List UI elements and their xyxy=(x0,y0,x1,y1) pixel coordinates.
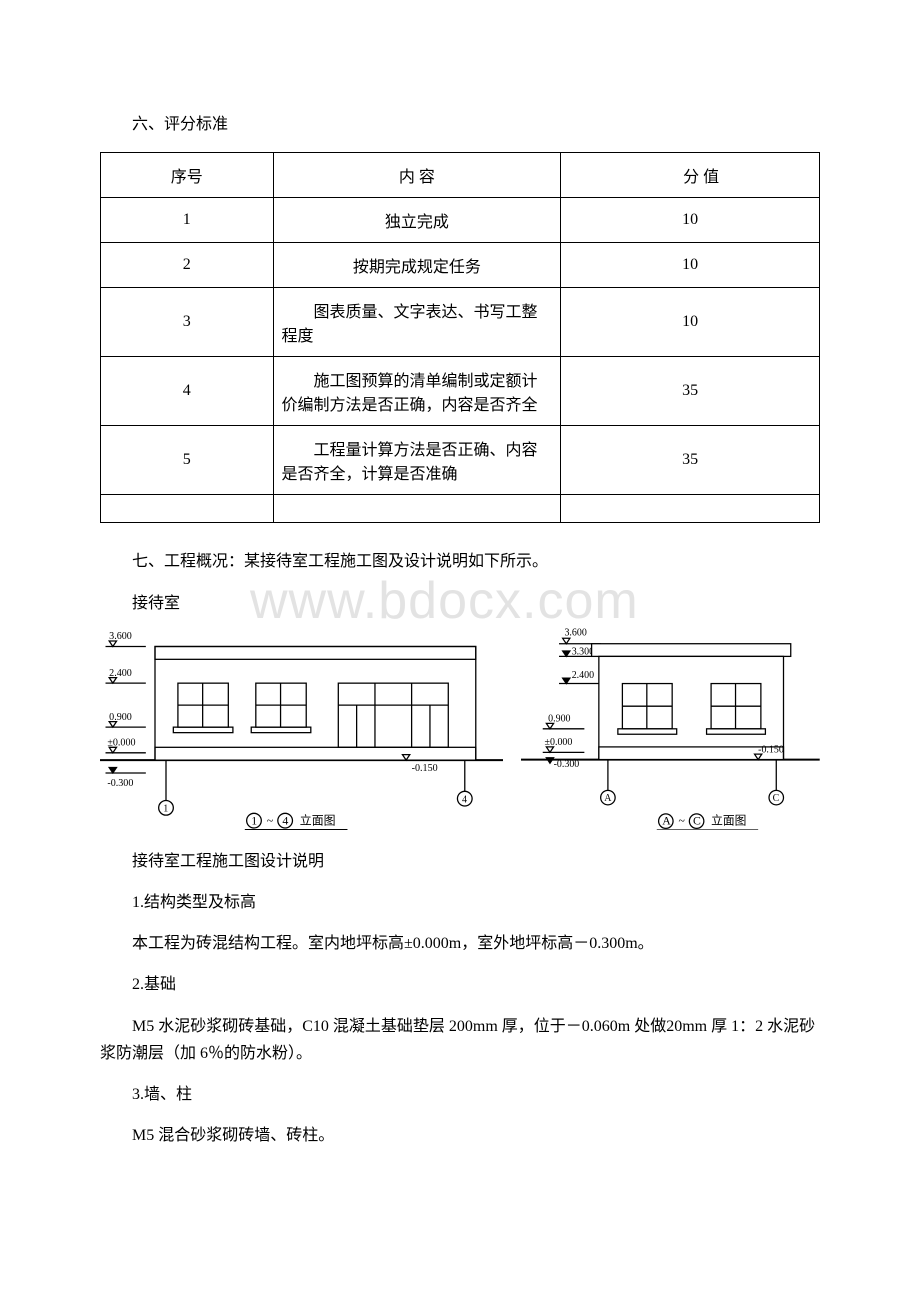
drawing-label: 接待室 xyxy=(100,589,820,613)
table-header-row: 序号 内 容 分 值 xyxy=(101,153,820,198)
cell-seq: 5 xyxy=(101,426,274,495)
grid-mark: 1 xyxy=(163,803,168,814)
col-seq-header: 序号 xyxy=(101,153,274,198)
cell-seq: 1 xyxy=(101,198,274,243)
table-row: 1 独立完成 10 xyxy=(101,198,820,243)
cell-seq: 2 xyxy=(101,243,274,288)
svg-text:1: 1 xyxy=(251,813,257,827)
section-2-text: M5 水泥砂浆砌砖基础，C10 混凝土基础垫层 200mm 厚，位于－0.060… xyxy=(100,1013,820,1067)
drawing-area: www.bdocx.com 接待室 3.600 2.400 0.900 ±0.0… xyxy=(100,589,820,830)
grading-heading: 六、评分标准 xyxy=(100,110,820,134)
section-1-heading: 1.结构类型及标高 xyxy=(100,889,820,916)
cell-content: 独立完成 xyxy=(273,198,561,243)
col-score-header: 分 值 xyxy=(561,153,820,198)
level-text: -0.150 xyxy=(758,744,784,755)
level-text: 2.400 xyxy=(572,670,594,681)
level-text: 0.900 xyxy=(548,713,570,724)
cell-seq: 3 xyxy=(101,288,274,357)
level-text: ±0.000 xyxy=(545,737,573,748)
level-text: ±0.000 xyxy=(107,737,135,748)
cell-empty xyxy=(101,495,274,523)
table-row: 4 施工图预算的清单编制或定额计价编制方法是否正确，内容是否齐全 35 xyxy=(101,357,820,426)
cell-content: 施工图预算的清单编制或定额计价编制方法是否正确，内容是否齐全 xyxy=(273,357,561,426)
cell-content: 工程量计算方法是否正确、内容是否齐全，计算是否准确 xyxy=(273,426,561,495)
cell-seq: 4 xyxy=(101,357,274,426)
cell-score: 10 xyxy=(561,198,820,243)
cell-score: 35 xyxy=(561,426,820,495)
grid-mark: A xyxy=(605,793,613,804)
level-text: 3.600 xyxy=(565,627,587,638)
cell-score: 35 xyxy=(561,357,820,426)
section-1-text: 本工程为砖混结构工程。室内地坪标高±0.000m，室外地坪标高－0.300m。 xyxy=(100,930,820,957)
cell-score: 10 xyxy=(561,243,820,288)
front-elevation-svg: 3.600 2.400 0.900 ±0.000 -0.300 xyxy=(100,619,503,830)
col-content-header: 内 容 xyxy=(273,153,561,198)
level-text: 3.300 xyxy=(572,646,594,657)
level-text: -0.300 xyxy=(107,778,133,789)
cell-content: 按期完成规定任务 xyxy=(273,243,561,288)
front-elevation: 3.600 2.400 0.900 ±0.000 -0.300 xyxy=(100,619,503,830)
cell-content: 图表质量、文字表达、书写工整程度 xyxy=(273,288,561,357)
section-2-heading: 2.基础 xyxy=(100,971,820,998)
design-notes-title: 接待室工程施工图设计说明 xyxy=(100,848,820,875)
cell-score: 10 xyxy=(561,288,820,357)
svg-text:4: 4 xyxy=(282,813,288,827)
svg-text:A: A xyxy=(662,814,671,827)
side-elevation-svg: 3.600 3.300 2.400 0.900 ±0.000 -0.300 xyxy=(521,622,820,830)
table-row-empty xyxy=(101,495,820,523)
overview-heading: 七、工程概况：某接待室工程施工图及设计说明如下所示。 xyxy=(100,547,820,571)
svg-text:~: ~ xyxy=(267,813,274,827)
level-text: -0.150 xyxy=(412,763,438,774)
section-3-text: M5 混合砂浆砌砖墙、砖柱。 xyxy=(100,1122,820,1149)
table-row: 5 工程量计算方法是否正确、内容是否齐全，计算是否准确 35 xyxy=(101,426,820,495)
level-text: 3.600 xyxy=(109,631,132,642)
svg-text:~: ~ xyxy=(679,814,686,827)
elevation-caption: 立面图 xyxy=(300,813,336,827)
cell-empty xyxy=(273,495,561,523)
level-text: 0.900 xyxy=(109,712,132,723)
level-text: 2.400 xyxy=(109,668,132,679)
table-row: 3 图表质量、文字表达、书写工整程度 10 xyxy=(101,288,820,357)
cell-empty xyxy=(561,495,820,523)
grading-table: 序号 内 容 分 值 1 独立完成 10 2 按期完成规定任务 10 3 图表质… xyxy=(100,152,820,523)
grid-mark: C xyxy=(773,793,780,804)
elevation-caption: 立面图 xyxy=(711,813,746,827)
side-elevation: 3.600 3.300 2.400 0.900 ±0.000 -0.300 xyxy=(521,622,820,830)
section-3-heading: 3.墙、柱 xyxy=(100,1081,820,1108)
grid-mark: 4 xyxy=(462,794,467,805)
table-row: 2 按期完成规定任务 10 xyxy=(101,243,820,288)
svg-text:C: C xyxy=(693,814,701,827)
